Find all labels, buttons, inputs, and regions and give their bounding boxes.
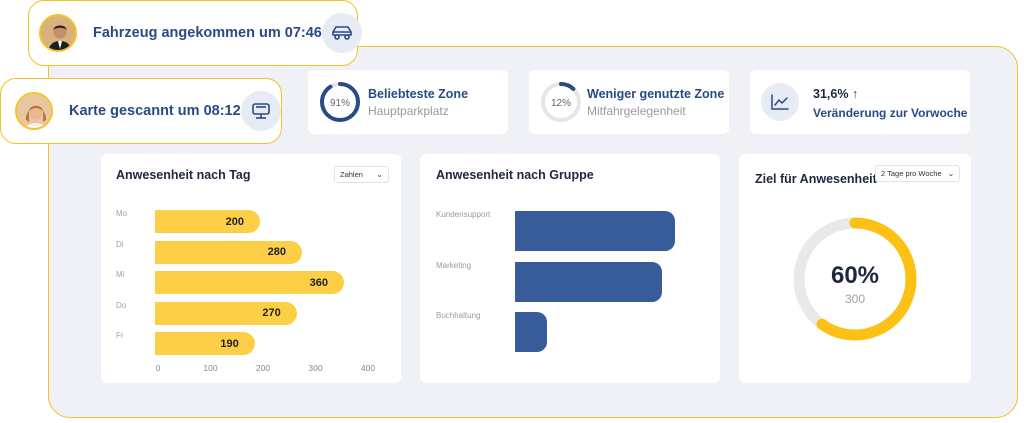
progress-ring: 91% <box>320 82 360 122</box>
arrow-up-icon: ↑ <box>851 87 859 101</box>
bar-value-label: 360 <box>309 276 328 289</box>
stat-card-less-used-zone[interactable]: 12% Weniger genutzte Zone Mitfahrgelegen… <box>529 70 729 134</box>
dropdown-value: Zahlen <box>340 170 363 179</box>
stat-card-weekly-change[interactable]: 31,6% ↑ Veränderung zur Vorwoche <box>750 70 970 134</box>
group-label: Buchhaltung <box>436 311 481 320</box>
metric-dropdown[interactable]: Zahlen ⌄ <box>334 166 389 183</box>
chevron-down-icon: ⌄ <box>947 169 955 178</box>
goal-value: 300 <box>844 292 866 306</box>
group-label: Marketing <box>436 260 472 270</box>
bar-value-label: 190 <box>220 337 239 350</box>
bar-value-label: 270 <box>262 307 281 319</box>
group-bar[interactable] <box>515 211 675 251</box>
notification-text: Fahrzeug angekommen um 07:46 <box>93 25 322 41</box>
attendance-by-day-card: Anwesenheit nach Tag Zahlen ⌄ Mo 200 Di 280… <box>101 154 401 383</box>
line-chart-icon <box>761 83 799 121</box>
notification-card-scanned[interactable]: Karte gescannt um 08:12 <box>0 78 282 144</box>
x-tick-label: 400 <box>360 363 376 373</box>
notification-vehicle-arrived[interactable]: Fahrzeug angekommen um 07:46 <box>28 0 362 66</box>
x-tick-label: 200 <box>255 363 271 373</box>
stat-subtitle: Hauptparkplatz <box>368 104 449 118</box>
chevron-down-icon: ⌄ <box>376 170 383 179</box>
day-label: Di <box>116 239 124 249</box>
x-tick-label: 300 <box>308 363 323 373</box>
card-title: Ziel für Anwesenheit <box>755 172 877 186</box>
day-bar[interactable]: 270 <box>155 301 297 325</box>
goal-percent: 60% <box>830 262 880 289</box>
notification-text: Karte gescannt um 08:12 <box>69 103 241 119</box>
x-tick-label: 0 <box>155 363 161 373</box>
stat-title: Beliebteste Zone <box>368 87 469 101</box>
ring-percent: 12% <box>551 98 571 109</box>
goal-dropdown[interactable]: 2 Tage pro Woche ⌄ <box>875 165 960 182</box>
bar-value-label: 200 <box>225 215 244 228</box>
avatar <box>39 14 77 52</box>
card-title: Anwesenheit nach Tag <box>116 168 251 182</box>
day-label: Do <box>116 300 127 310</box>
day-bar[interactable]: 360 <box>155 271 344 294</box>
stat-title: Weniger genutzte Zone <box>587 87 725 101</box>
day-bar[interactable]: 200 <box>155 210 260 233</box>
stat-subtitle: Mitfahrgelegenheit <box>587 104 686 118</box>
goal-gauge <box>793 217 917 341</box>
group-label: Kundensupport <box>436 210 491 219</box>
day-label: Mi <box>116 270 125 279</box>
stat-card-popular-zone[interactable]: 91% Beliebteste Zone Hauptparkplatz <box>308 70 508 134</box>
card-scanner-icon <box>240 91 281 131</box>
card-title: Anwesenheit nach Gruppe <box>436 168 594 182</box>
car-icon <box>321 13 362 53</box>
avatar <box>15 92 53 130</box>
attendance-goal-card: Ziel für Anwesenheit 2 Tage pro Woche ⌄ … <box>739 154 971 383</box>
day-label: Mo <box>116 209 128 218</box>
x-tick-label: 100 <box>203 363 218 373</box>
bar-value-label: 280 <box>267 246 286 258</box>
day-label: Fr <box>116 331 124 340</box>
day-bar[interactable]: 190 <box>155 332 255 355</box>
stat-subtitle: Veränderung zur Vorwoche <box>813 106 968 120</box>
attendance-by-group-card: Anwesenheit nach Gruppe Kundensupport Mar… <box>420 154 720 383</box>
change-value: 31,6% <box>813 87 849 101</box>
progress-ring: 12% <box>541 82 581 122</box>
group-bar[interactable] <box>515 312 547 352</box>
day-bar[interactable]: 280 <box>155 240 302 264</box>
dropdown-value: 2 Tage pro Woche <box>881 169 942 178</box>
group-bar[interactable] <box>515 261 663 302</box>
ring-percent: 91% <box>330 98 350 109</box>
